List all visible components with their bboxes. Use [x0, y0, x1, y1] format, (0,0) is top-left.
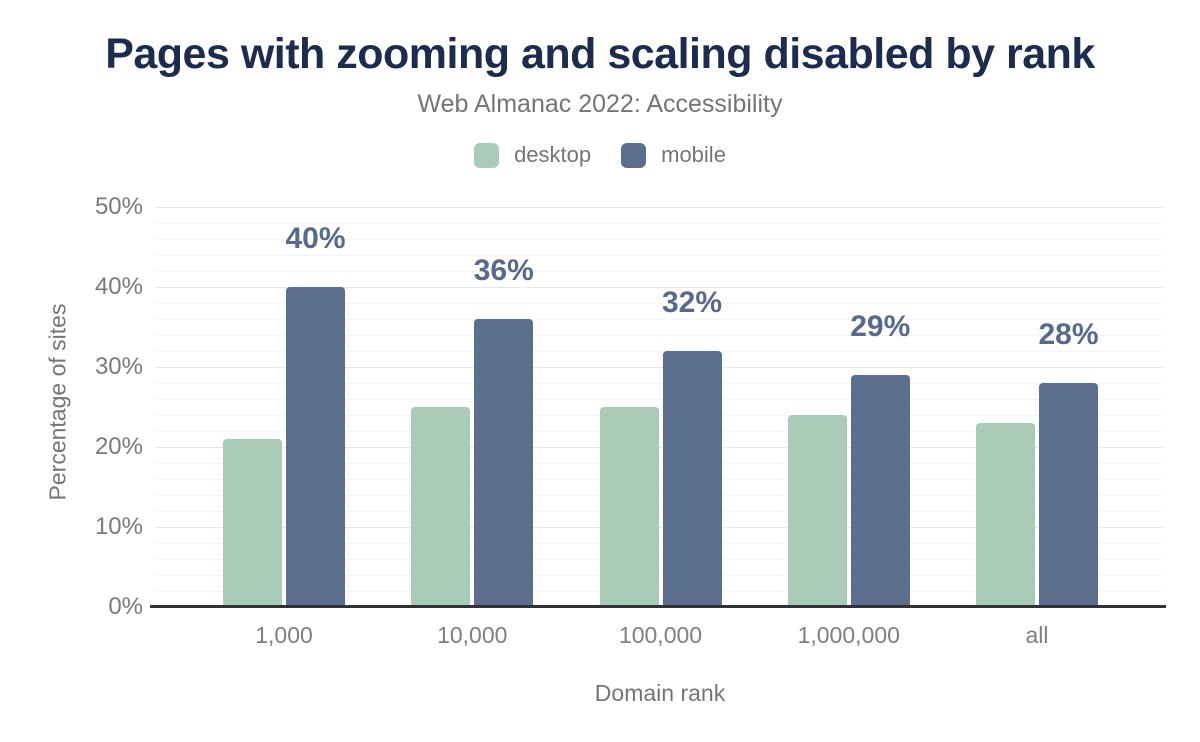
value-label-mobile-10000: 36%	[473, 254, 534, 287]
bar-mobile-10000	[474, 319, 534, 607]
x-axis-line	[150, 605, 1166, 608]
x-axis-title: Domain rank	[594, 680, 726, 706]
bar-mobile-1000	[286, 287, 345, 607]
x-tick-label-1000: 1,000	[255, 622, 313, 648]
bar-desktop-all	[976, 423, 1035, 607]
y-tick-label-20: 20%	[94, 433, 143, 460]
legend-item-mobile[interactable]: mobile	[621, 142, 726, 168]
x-tick-label-all: all	[1025, 622, 1049, 648]
chart-title: Pages with zooming and scaling disabled …	[105, 30, 1095, 78]
legend: desktop mobile	[0, 142, 1200, 168]
value-label-mobile-1000: 40%	[285, 222, 346, 255]
y-tick-label-50: 50%	[94, 193, 143, 220]
legend-label-mobile: mobile	[661, 142, 726, 167]
value-label-mobile-100000: 32%	[661, 286, 723, 319]
bar-mobile-1000000	[850, 375, 910, 607]
value-label-mobile-all: 28%	[1038, 318, 1099, 351]
chart-subtitle: Web Almanac 2022: Accessibility	[417, 90, 783, 118]
legend-swatch-desktop-icon	[474, 142, 500, 168]
y-tick-label-0: 0%	[108, 593, 143, 620]
y-axis-title: Percentage of sites	[44, 303, 71, 501]
plot-area: 40% 36% 32% 29% 28%	[155, 207, 1163, 607]
x-tick-label-1000000: 1,000,000	[797, 622, 900, 648]
legend-swatch-mobile-icon	[621, 142, 647, 168]
x-tick-label-10000: 10,000	[437, 622, 508, 648]
bar-mobile-all	[1039, 383, 1098, 607]
bar-desktop-10000	[411, 407, 471, 607]
bar-desktop-100000	[599, 407, 659, 607]
bar-desktop-1000000	[787, 415, 847, 607]
value-label-mobile-1000000: 29%	[850, 310, 911, 343]
legend-label-desktop: desktop	[514, 142, 592, 167]
y-tick-label-10: 10%	[94, 513, 143, 540]
y-tick-label-40: 40%	[94, 273, 143, 300]
bar-desktop-1000	[223, 439, 282, 607]
bar-mobile-100000	[662, 351, 722, 607]
legend-item-desktop[interactable]: desktop	[474, 142, 591, 168]
x-tick-label-100000: 100,000	[618, 622, 703, 648]
y-tick-label-30: 30%	[94, 353, 143, 380]
